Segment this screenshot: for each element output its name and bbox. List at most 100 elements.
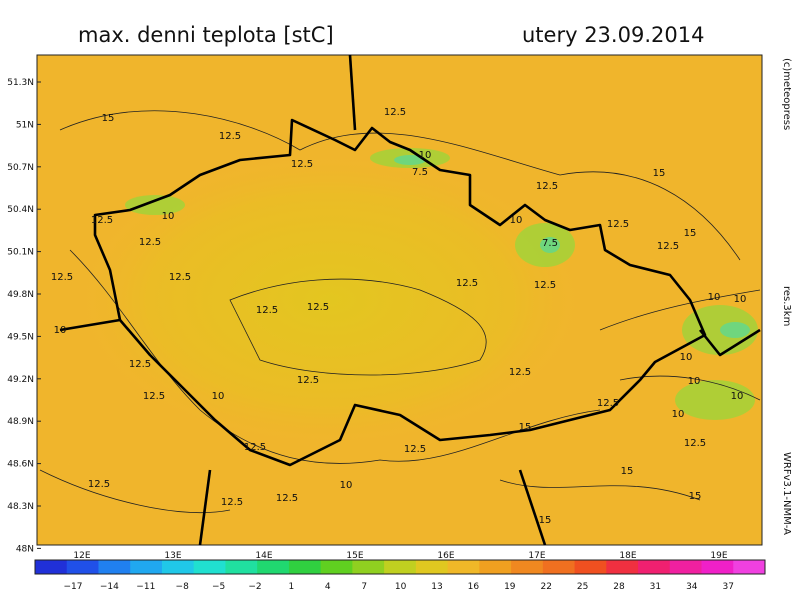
colorbar-cell bbox=[701, 560, 734, 574]
lat-label: 48.3N bbox=[7, 502, 34, 512]
colorbar-cell bbox=[288, 560, 322, 574]
contour-label: 12.5 bbox=[143, 391, 165, 402]
colorbar-cell bbox=[447, 560, 480, 574]
contour-label: 12.5 bbox=[307, 302, 329, 313]
contour-label: 10 bbox=[510, 215, 523, 226]
contour-label: 10 bbox=[688, 376, 701, 387]
colorbar-cell bbox=[479, 560, 512, 574]
lon-label: 16E bbox=[437, 551, 454, 561]
colorbar-cell bbox=[542, 560, 576, 574]
colorbar-cell bbox=[225, 560, 258, 574]
contour-label: 12.5 bbox=[256, 305, 278, 316]
colorbar-cell bbox=[511, 560, 544, 574]
contour-label: 10 bbox=[731, 391, 744, 402]
colorbar-cell bbox=[193, 560, 226, 574]
warm-area bbox=[70, 150, 590, 450]
lat-label: 49.8N bbox=[7, 290, 34, 300]
contour-label: 15 bbox=[519, 422, 532, 433]
contour-label: 12.5 bbox=[404, 444, 426, 455]
lon-label: 15E bbox=[346, 551, 363, 561]
contour-label: 12.5 bbox=[456, 278, 478, 289]
colorbar-tick-label: 31 bbox=[650, 582, 661, 592]
lat-label: 48.9N bbox=[7, 417, 34, 427]
contour-label: 10 bbox=[419, 150, 432, 161]
lon-label: 13E bbox=[164, 551, 181, 561]
colorbar-cell bbox=[66, 560, 99, 574]
contour-label: 10 bbox=[734, 294, 747, 305]
contour-label: 10 bbox=[672, 409, 685, 420]
contour-label: 12.5 bbox=[51, 272, 73, 283]
colorbar-cell bbox=[669, 560, 703, 574]
contour-label: 12.5 bbox=[657, 241, 679, 252]
contour-label: 12.5 bbox=[276, 493, 298, 504]
lat-label: 51.3N bbox=[7, 78, 34, 88]
lon-label: 17E bbox=[528, 551, 545, 561]
contour-label: 12.5 bbox=[219, 131, 241, 142]
colorbar-cell bbox=[98, 560, 131, 574]
colorbar-tick-label: 19 bbox=[504, 582, 516, 592]
copyright: (c)meteopress bbox=[781, 58, 792, 130]
contour-label: 12.5 bbox=[91, 215, 113, 226]
colorbar-cell bbox=[574, 560, 607, 574]
contour-label: 10 bbox=[708, 292, 721, 303]
lat-label: 51N bbox=[16, 120, 34, 130]
colorbar-cell bbox=[352, 560, 385, 574]
contour-label: 10 bbox=[340, 480, 353, 491]
colorbar-tick-label: 7 bbox=[361, 582, 367, 592]
contour-label: 12.5 bbox=[607, 219, 629, 230]
contour-label: 12.5 bbox=[684, 438, 706, 449]
colorbar-tick-label: −11 bbox=[136, 582, 155, 592]
colorbar: −17 −14 −11 −8 −5 −2 1 4 7 10 13 16 19 22 25 28 31 34 37 bbox=[34, 559, 766, 592]
colorbar-tick-label: −14 bbox=[100, 582, 119, 592]
map-title: max. denni teplota [stC] bbox=[78, 23, 334, 47]
colorbar-cell bbox=[257, 560, 290, 574]
contour-label: 12.5 bbox=[221, 497, 243, 508]
colorbar-tick-label: −5 bbox=[212, 582, 225, 592]
borders bbox=[59, 54, 761, 546]
contour-label: 10 bbox=[162, 211, 175, 222]
colorbar-cell bbox=[35, 560, 68, 574]
colorbar-tick-label: 4 bbox=[325, 582, 331, 592]
contour-label: 12.5 bbox=[244, 442, 266, 453]
contour-label: 15 bbox=[653, 168, 666, 179]
contour-label: 12.5 bbox=[534, 280, 556, 291]
lon-label: 19E bbox=[710, 551, 727, 561]
contour-label: 7.5 bbox=[542, 238, 558, 249]
colorbar-tick-label: 16 bbox=[468, 582, 480, 592]
colorbar-tick-label: 10 bbox=[395, 582, 407, 592]
lat-label: 50.7N bbox=[7, 163, 34, 173]
contour-label: 15 bbox=[539, 515, 552, 526]
contour-label: 15 bbox=[102, 113, 115, 124]
colorbar-cell bbox=[320, 560, 353, 574]
lat-label: 49.5N bbox=[7, 332, 34, 342]
lon-label: 12E bbox=[73, 551, 90, 561]
colorbar-cell bbox=[638, 560, 671, 574]
contour-label: 15 bbox=[621, 466, 634, 477]
colorbar-tick-label: 1 bbox=[289, 582, 295, 592]
cold-areas bbox=[394, 155, 750, 338]
lat-label: 48.6N bbox=[7, 460, 34, 470]
contour-label: 12.5 bbox=[597, 398, 619, 409]
colorbar-cell bbox=[130, 560, 163, 574]
colorbar-tick-label: 34 bbox=[686, 582, 698, 592]
lon-label: 18E bbox=[619, 551, 636, 561]
contour-label: 12.5 bbox=[129, 359, 151, 370]
colorbar-cell bbox=[606, 560, 639, 574]
lat-label: 48N bbox=[16, 544, 34, 554]
contour-label: 15 bbox=[684, 228, 697, 239]
colorbar-frame bbox=[34, 559, 766, 575]
colorbar-tick-label: −17 bbox=[64, 582, 83, 592]
colorbar-tick-label: 22 bbox=[540, 582, 551, 592]
colorbar-tick-label: −2 bbox=[248, 582, 261, 592]
colorbar-tick-label: 37 bbox=[722, 582, 733, 592]
contour-label: 12.5 bbox=[297, 375, 319, 386]
lat-label: 49.2N bbox=[7, 375, 34, 385]
colorbar-tick-label: 13 bbox=[431, 582, 442, 592]
contour-label: 12.5 bbox=[88, 479, 110, 490]
colorbar-cell bbox=[415, 560, 449, 574]
contour-label: 10 bbox=[212, 391, 225, 402]
resolution: res.3km bbox=[781, 286, 792, 326]
colorbar-cell bbox=[733, 560, 766, 574]
colorbar-cell bbox=[161, 560, 195, 574]
contours bbox=[39, 110, 761, 513]
